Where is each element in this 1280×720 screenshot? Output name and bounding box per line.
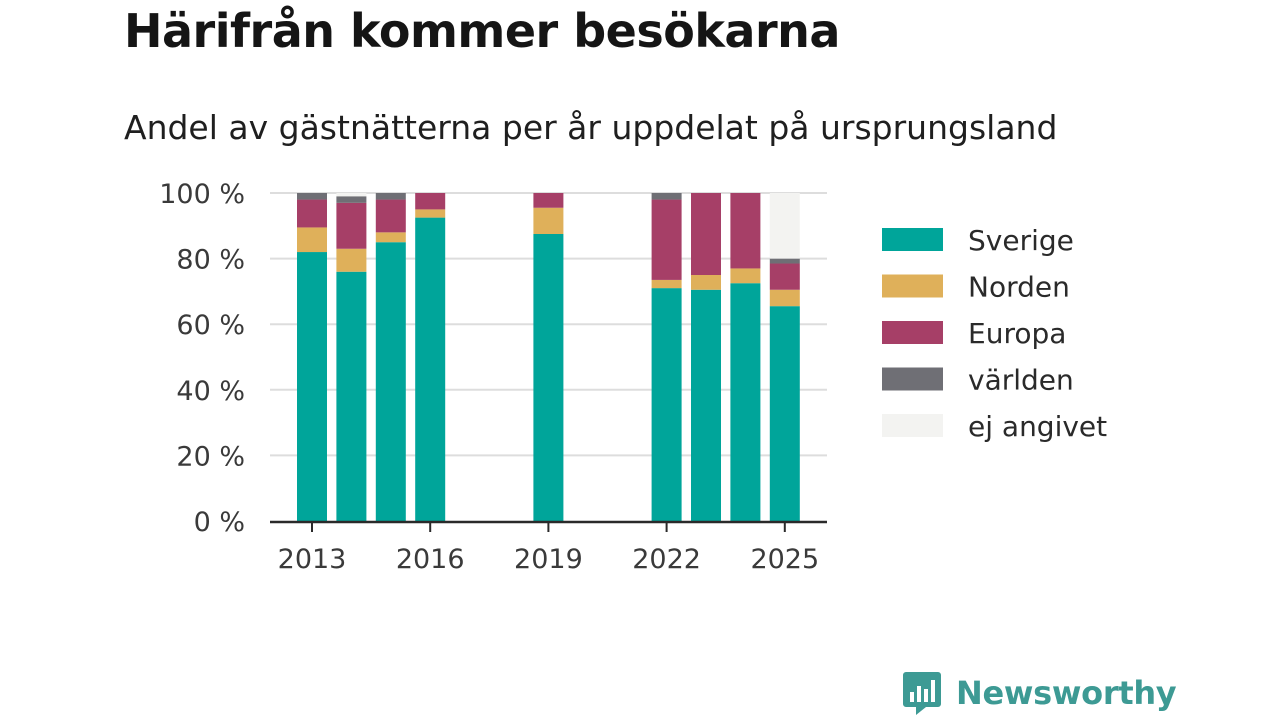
axes: 0 % 20 % 40 % 60 % 80 % 100 % 2013 2016 2019 2022… xyxy=(159,179,827,575)
legend: Sverige Norden Europa världen ej angivet xyxy=(882,224,1107,443)
bar-segment xyxy=(533,193,564,208)
y-tick-label: 40 % xyxy=(176,376,245,407)
y-tick-label: 80 % xyxy=(176,245,245,276)
x-tick-label: 2016 xyxy=(396,544,465,575)
bar-segment xyxy=(691,289,721,521)
bar-segment xyxy=(730,193,761,269)
legend-swatch xyxy=(882,414,943,437)
newsworthy-logo-text: Newsworthy xyxy=(956,674,1177,712)
legend-label: världen xyxy=(968,364,1074,397)
bar-segment xyxy=(415,217,446,521)
bar-segment xyxy=(375,242,406,521)
bar-segment xyxy=(730,268,761,284)
chart-subtitle: Andel av gästnätterna per år uppdelat på… xyxy=(124,108,1058,147)
bar-segment xyxy=(691,193,721,275)
bar-segment xyxy=(375,193,406,200)
bar-segment xyxy=(375,199,406,233)
legend-swatch xyxy=(882,274,943,298)
bar-segment xyxy=(769,306,800,521)
newsworthy-logo[interactable]: Newsworthy xyxy=(902,670,1177,716)
chart-title: Härifrån kommer besökarna xyxy=(124,4,840,58)
bar-segment xyxy=(336,271,367,521)
legend-swatch xyxy=(882,228,943,251)
bar-segment xyxy=(651,199,682,280)
newsworthy-logo-icon xyxy=(903,672,941,715)
bar-segment xyxy=(415,193,446,210)
bar-segment xyxy=(336,196,367,203)
y-tick-label: 0 % xyxy=(194,507,245,538)
bar-segment xyxy=(769,193,800,259)
legend-swatch xyxy=(882,367,943,391)
legend-label: Europa xyxy=(968,317,1066,350)
bar-segment xyxy=(730,283,761,521)
y-tick-label: 100 % xyxy=(159,179,245,210)
bar-segment xyxy=(375,232,406,243)
bar-segment xyxy=(415,209,446,218)
x-tick-label: 2019 xyxy=(514,544,583,575)
bar-segment xyxy=(691,275,721,290)
bar-segment xyxy=(651,288,682,521)
legend-label: Sverige xyxy=(968,224,1074,257)
bar-segment xyxy=(297,199,327,228)
y-tick-label: 20 % xyxy=(176,441,245,472)
bar-segment xyxy=(336,193,367,197)
bars xyxy=(297,193,800,522)
bar-segment xyxy=(336,248,367,272)
bar-segment xyxy=(533,207,564,234)
legend-label: ej angivet xyxy=(968,410,1107,443)
bar-segment xyxy=(533,234,564,521)
bar-segment xyxy=(336,202,367,249)
bar-segment xyxy=(297,193,327,200)
x-tick-label: 2022 xyxy=(632,544,701,575)
x-tick-label: 2025 xyxy=(750,544,819,575)
bar-segment xyxy=(769,263,800,290)
legend-swatch xyxy=(882,321,943,344)
bar-segment xyxy=(769,289,800,307)
bar-segment xyxy=(651,193,682,200)
y-tick-label: 60 % xyxy=(176,310,245,341)
bar-segment xyxy=(651,279,682,289)
legend-label: Norden xyxy=(968,271,1070,304)
bar-segment xyxy=(769,258,800,264)
bar-segment xyxy=(297,227,327,253)
bar-segment xyxy=(297,252,327,522)
x-tick-label: 2013 xyxy=(278,544,347,575)
